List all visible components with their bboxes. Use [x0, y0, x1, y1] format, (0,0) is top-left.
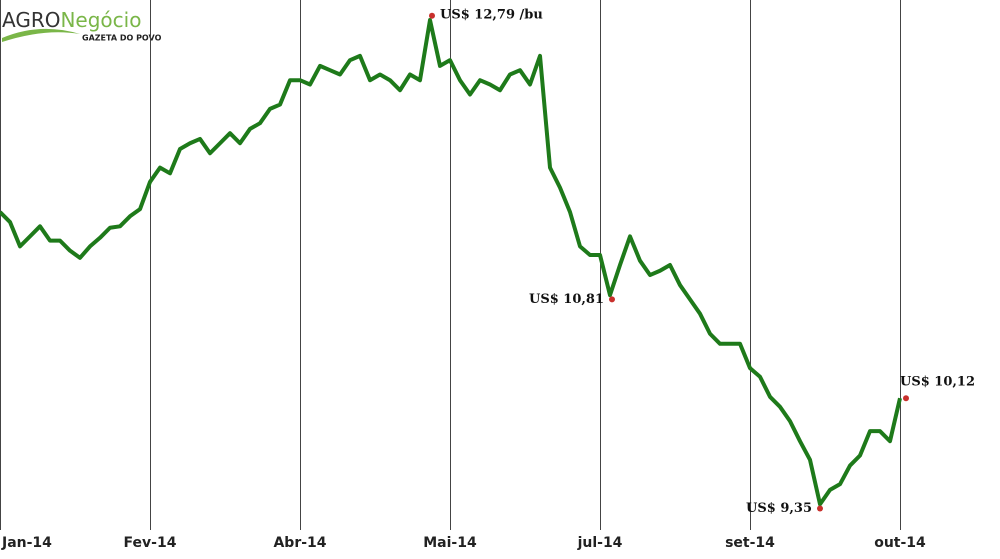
logo-brand: AGRONegócio	[2, 8, 141, 32]
annotation-dot	[609, 296, 615, 303]
annotation-label: US$ 9,35	[746, 501, 812, 516]
annotation-dot	[817, 505, 823, 512]
x-tick-label: jul-14	[577, 535, 623, 551]
logo-sub: GAZETA DO POVO	[82, 34, 162, 43]
annotation-label: US$ 10,81	[529, 292, 604, 307]
logo-negocio: Negócio	[60, 8, 141, 32]
x-tick-label: Fev-14	[124, 535, 177, 551]
x-tick-label: Mai-14	[423, 535, 477, 551]
annotation-dot	[903, 395, 909, 402]
price-line	[0, 18, 902, 507]
logo-agro: AGRO	[2, 8, 60, 32]
annotation-label: US$ 10,12	[900, 375, 975, 390]
x-tick-label: out-14	[874, 535, 926, 551]
x-tick-label: Jan-14	[1, 535, 52, 551]
logo-swoosh	[2, 28, 80, 42]
x-tick-label: Abr-14	[273, 535, 326, 551]
logo: AGRONegócio GAZETA DO POVO	[2, 8, 162, 43]
annotation-label: US$ 12,79 /bu	[440, 7, 543, 22]
annotation-dot	[429, 12, 435, 19]
x-tick-label: set-14	[725, 535, 775, 551]
